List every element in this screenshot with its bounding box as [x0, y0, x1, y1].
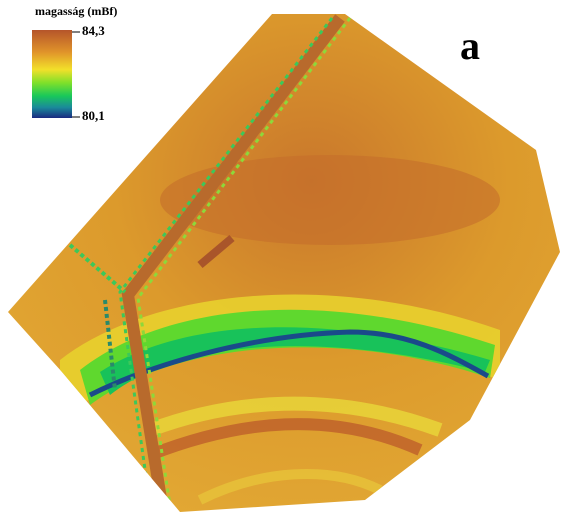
color-bar [32, 30, 72, 118]
map-figure: magasság (mBf) 84,3 80,1 a [0, 0, 566, 518]
legend: magasság (mBf) 84,3 80,1 [32, 4, 117, 123]
elevation-raster [0, 0, 566, 518]
panel-label: a [460, 23, 480, 68]
legend-min-label: 80,1 [82, 108, 105, 123]
legend-title: magasság (mBf) [35, 4, 117, 18]
legend-max-label: 84,3 [82, 23, 105, 38]
